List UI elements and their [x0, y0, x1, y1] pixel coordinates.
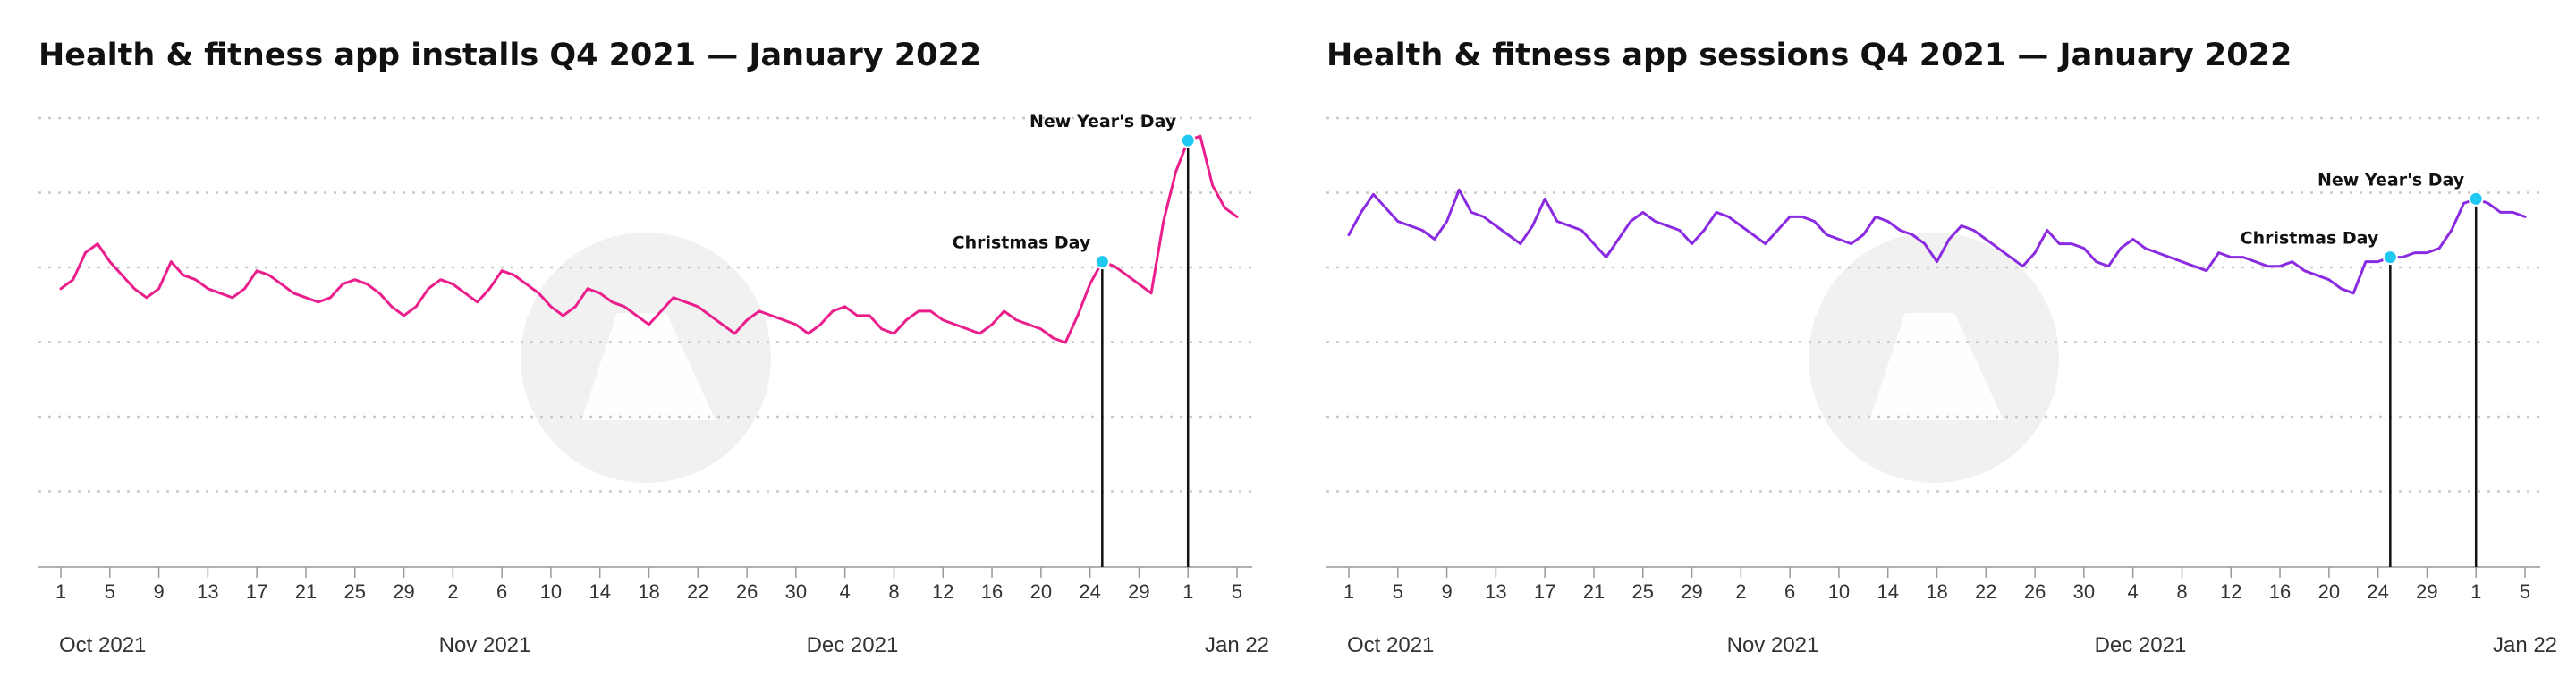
x-tick-label: 21: [295, 580, 317, 603]
x-tick-label: 10: [540, 580, 562, 603]
month-label: Oct 2021: [59, 633, 146, 657]
annotation-label: New Year's Day: [1030, 112, 1177, 131]
x-tick-label: 9: [1441, 580, 1452, 603]
x-tick-label: 14: [589, 580, 610, 603]
x-tick-label: 20: [2318, 580, 2340, 603]
x-tick-label: 25: [344, 580, 366, 603]
x-tick-label: 25: [1632, 580, 1654, 603]
x-tick-label: 4: [840, 580, 851, 603]
x-tick-label: 16: [981, 580, 1003, 603]
x-tick-label: 22: [687, 580, 708, 603]
x-tick-label: 26: [2024, 580, 2046, 603]
x-tick-label: 24: [2367, 580, 2388, 603]
x-tick-label: 13: [197, 580, 218, 603]
x-tick-label: 1: [55, 580, 66, 603]
annotation-label: Christmas Day: [2241, 229, 2379, 249]
annotation-marker: [2382, 250, 2398, 266]
x-tick-label: 29: [1681, 580, 1702, 603]
x-tick-label: 24: [1079, 580, 1100, 603]
series-line: [59, 134, 1239, 344]
annotation-label: New Year's Day: [2318, 170, 2465, 190]
x-tick-label: 2: [447, 580, 458, 603]
x-tick-label: 18: [638, 580, 659, 603]
x-tick-label: 1: [2470, 580, 2481, 603]
annotation-marker: [1094, 254, 1110, 270]
month-label: Dec 2021: [2095, 633, 2187, 657]
x-tick-label: 12: [2220, 580, 2241, 603]
x-tick-label: 1: [1182, 580, 1193, 603]
x-tick-label: 2: [1735, 580, 1746, 603]
x-tick-label: 9: [153, 580, 164, 603]
x-tick-label: 5: [105, 580, 115, 603]
x-tick-label: 29: [1128, 580, 1149, 603]
x-tick-label: 21: [1583, 580, 1605, 603]
annotation-label: Christmas Day: [953, 233, 1091, 253]
month-label: Jan 22: [2493, 633, 2557, 657]
annotation-marker: [2468, 190, 2484, 207]
x-tick-label: 5: [2520, 580, 2530, 603]
month-label: Nov 2021: [439, 633, 531, 657]
series-line: [1347, 188, 2527, 295]
chart-title: Health & fitness app installs Q4 2021 — …: [38, 38, 981, 73]
x-tick-label: 10: [1828, 580, 1850, 603]
x-tick-label: 13: [1485, 580, 1506, 603]
chart-sessions: Christmas Day New Year's Day 1 5 9 13 17 21 25 2…: [1288, 0, 2576, 677]
chart-installs: Christmas Day New Year's Day 1 5 9 13 17 21 25 2…: [38, 38, 1269, 657]
x-tick-label: 30: [2073, 580, 2095, 603]
x-tick-label: 26: [736, 580, 758, 603]
x-tick-label: 29: [2416, 580, 2437, 603]
x-tick-label: 29: [393, 580, 414, 603]
month-label: Jan 22: [1205, 633, 1269, 657]
watermark-logo: [521, 233, 771, 483]
x-tick-label: 30: [785, 580, 807, 603]
chart-title: Health & fitness app sessions Q4 2021 — …: [1326, 38, 2292, 73]
x-tick-label: 17: [246, 580, 267, 603]
annotation-marker: [1180, 132, 1196, 148]
x-tick-label: 8: [888, 580, 899, 603]
x-tick-label: 14: [1877, 580, 1898, 603]
x-tick-label: 1: [1343, 580, 1354, 603]
month-label: Nov 2021: [1727, 633, 1819, 657]
x-tick-label: 17: [1534, 580, 1555, 603]
x-tick-label: 22: [1975, 580, 1996, 603]
x-tick-label: 12: [932, 580, 953, 603]
x-tick-label: 4: [2128, 580, 2139, 603]
month-label: Dec 2021: [807, 633, 899, 657]
x-tick-label: 8: [2176, 580, 2187, 603]
x-tick-label: 18: [1926, 580, 1947, 603]
x-tick-label: 5: [1393, 580, 1403, 603]
x-tick-label: 20: [1030, 580, 1052, 603]
x-tick-label: 16: [2269, 580, 2291, 603]
x-tick-label: 6: [496, 580, 507, 603]
x-tick-label: 6: [1784, 580, 1795, 603]
month-label: Oct 2021: [1347, 633, 1434, 657]
x-tick-label: 5: [1232, 580, 1242, 603]
watermark-logo: [1809, 233, 2059, 483]
